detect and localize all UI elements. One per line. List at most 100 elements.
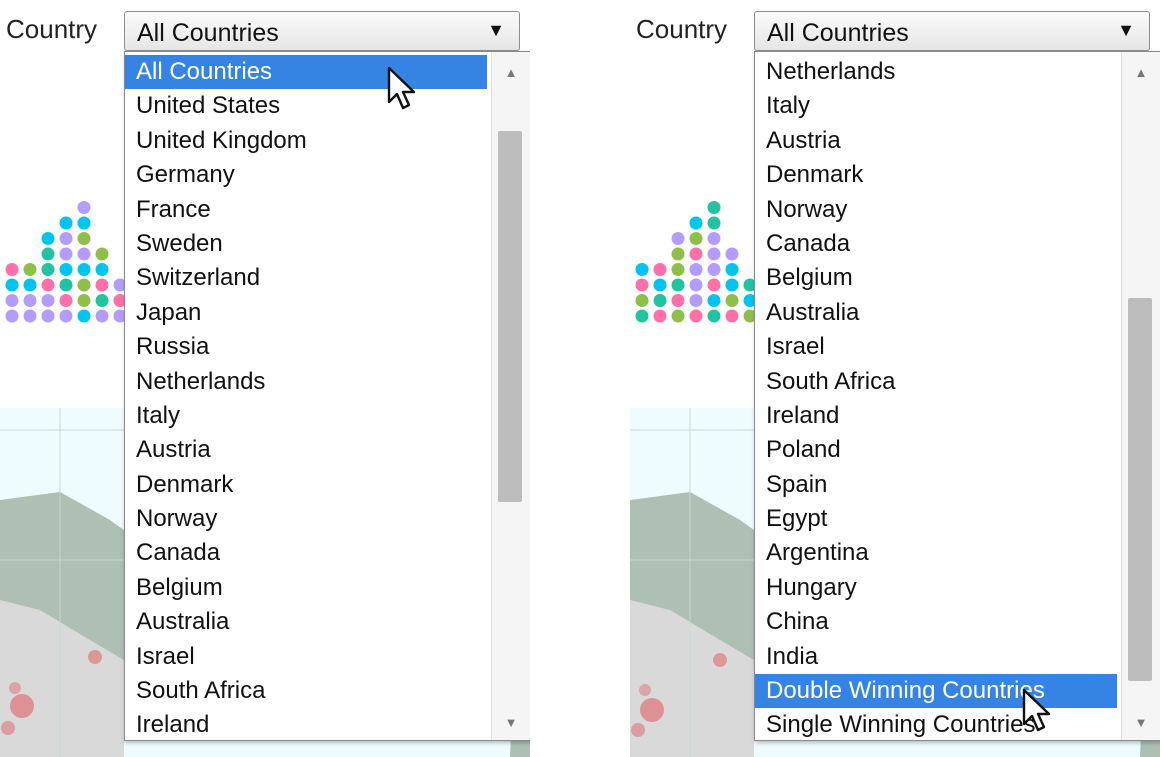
scroll-thumb[interactable]	[498, 131, 522, 503]
country-option[interactable]: Egypt	[766, 505, 828, 533]
chart-dot	[41, 309, 55, 323]
chart-dot	[5, 263, 19, 276]
country-option[interactable]: Canada	[766, 229, 851, 257]
country-option[interactable]: Denmark	[136, 470, 234, 498]
country-option[interactable]: Poland	[766, 436, 841, 464]
chart-dot	[635, 263, 649, 276]
country-option[interactable]: Sweden	[136, 229, 223, 257]
chart-dot	[707, 232, 721, 245]
chart-dot	[23, 294, 37, 307]
country-option[interactable]: Norway	[766, 195, 848, 223]
chart-dot	[113, 278, 127, 292]
chart-dot	[743, 309, 757, 323]
selected-country-value: All Countries	[767, 19, 909, 47]
chart-dot	[707, 309, 721, 323]
scroll-thumb[interactable]	[1128, 298, 1152, 682]
chart-dot	[689, 294, 703, 307]
scroll-down-arrow-icon[interactable]: ▼	[1134, 715, 1148, 730]
country-option[interactable]: Israel	[136, 642, 195, 670]
scroll-up-arrow-icon[interactable]: ▲	[504, 65, 518, 80]
scroll-up-arrow-icon[interactable]: ▲	[1134, 65, 1148, 80]
chart-dot	[653, 263, 667, 276]
country-option[interactable]: Israel	[766, 333, 825, 361]
chart-dot	[23, 278, 37, 292]
country-option[interactable]: All Countries	[125, 55, 487, 90]
chart-dot	[95, 294, 109, 307]
country-option[interactable]: Ireland	[766, 401, 840, 429]
country-dropdown-panel-left: Country All Countries ▼ All Countries Uni…	[0, 0, 530, 757]
country-option[interactable]: Ireland	[136, 711, 210, 739]
country-dropdown-panel-right: Country All Countries ▼ Netherlands Italy…	[630, 0, 1160, 757]
chart-dot	[41, 232, 55, 245]
chart-dot	[689, 247, 703, 261]
country-option[interactable]: Argentina	[766, 539, 869, 567]
country-option[interactable]: Belgium	[136, 573, 223, 601]
chart-dot	[743, 294, 757, 307]
country-option[interactable]: Netherlands	[766, 58, 896, 85]
chart-dot	[725, 263, 739, 276]
chart-dot	[671, 232, 685, 245]
chart-dot	[5, 294, 19, 307]
country-option[interactable]: Germany	[136, 161, 235, 189]
country-option[interactable]: India	[766, 642, 819, 670]
country-option[interactable]: South Africa	[766, 367, 896, 395]
country-option[interactable]: Netherlands	[136, 367, 266, 395]
chart-dot	[671, 309, 685, 323]
country-option[interactable]: Double Winning Countries	[755, 674, 1117, 709]
chart-dot	[77, 309, 91, 323]
country-option[interactable]: Australia	[136, 608, 230, 636]
country-option[interactable]: Japan	[136, 298, 202, 326]
arrow-cursor-icon	[1022, 688, 1051, 732]
country-option[interactable]: Canada	[136, 539, 221, 567]
chart-dot	[725, 247, 739, 261]
country-options-list[interactable]: Netherlands Italy Austria Denmark Norway Cana…	[754, 51, 1160, 741]
country-select[interactable]: All Countries ▼	[754, 11, 1150, 51]
chart-dot	[41, 247, 55, 261]
country-option[interactable]: Italy	[766, 92, 811, 120]
chart-dot	[635, 294, 649, 307]
country-options-list[interactable]: All Countries United States United Kingdom…	[124, 51, 530, 741]
chart-dot	[725, 278, 739, 292]
country-option[interactable]: United Kingdom	[136, 126, 307, 154]
country-option[interactable]: Switzerland	[136, 264, 261, 292]
country-option[interactable]: Italy	[136, 401, 181, 429]
country-label: Country	[636, 14, 728, 44]
country-option[interactable]: Single Winning Countries	[766, 711, 1036, 739]
chart-dot	[95, 263, 109, 276]
chart-dot	[95, 247, 109, 261]
country-option[interactable]: Austria	[136, 436, 211, 464]
chart-dot	[707, 247, 721, 261]
country-option[interactable]: Denmark	[766, 161, 864, 189]
chart-dot	[95, 278, 109, 292]
chart-dot	[725, 294, 739, 307]
country-option[interactable]: Austria	[766, 126, 841, 154]
country-select[interactable]: All Countries ▼	[124, 11, 520, 51]
country-option[interactable]: United States	[136, 92, 281, 120]
scrollbar[interactable]: ▲ ▼	[1121, 52, 1160, 740]
country-option[interactable]: France	[136, 195, 211, 223]
country-option[interactable]: Russia	[136, 333, 210, 361]
scrollbar[interactable]: ▲ ▼	[491, 52, 530, 740]
chart-dot	[5, 309, 19, 323]
chart-dot	[707, 201, 721, 214]
country-option[interactable]: Belgium	[766, 264, 853, 292]
dropdown-arrow-icon: ▼	[487, 20, 505, 40]
chart-dot	[113, 294, 127, 307]
chart-dot	[635, 278, 649, 292]
chart-dot	[5, 278, 19, 292]
chart-dot	[743, 278, 757, 292]
chart-dot	[41, 278, 55, 292]
chart-dot	[671, 247, 685, 261]
chart-dot	[635, 309, 649, 323]
country-option[interactable]: China	[766, 608, 829, 636]
country-option[interactable]: Spain	[766, 470, 828, 498]
country-option[interactable]: Hungary	[766, 573, 857, 601]
chart-dot	[59, 278, 73, 292]
scroll-down-arrow-icon[interactable]: ▼	[504, 715, 518, 730]
country-option[interactable]: South Africa	[136, 677, 266, 705]
country-option[interactable]: Australia	[766, 298, 860, 326]
country-option[interactable]: Norway	[136, 505, 218, 533]
chart-dot	[689, 309, 703, 323]
chart-dot	[671, 263, 685, 276]
chart-dot	[689, 278, 703, 292]
